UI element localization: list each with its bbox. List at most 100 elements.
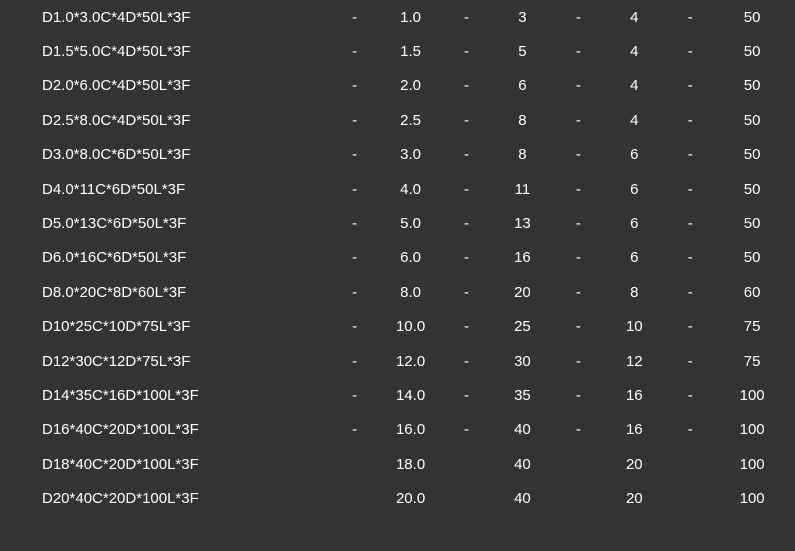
value-d: 50 <box>709 34 795 68</box>
row-label: D18*40C*20D*100L*3F <box>0 447 336 481</box>
value-b: 40 <box>486 413 560 447</box>
table-row: D10*25C*10D*75L*3F-10.0-25-10-75 <box>0 310 795 344</box>
dash-separator: - <box>447 413 485 447</box>
dash-separator <box>447 447 485 481</box>
value-c: 20 <box>597 481 671 515</box>
value-b: 6 <box>486 69 560 103</box>
dash-separator: - <box>336 275 374 309</box>
value-b: 30 <box>486 344 560 378</box>
table-row: D6.0*16C*6D*50L*3F-6.0-16-6-50 <box>0 241 795 275</box>
dash-separator: - <box>336 34 374 68</box>
value-b: 5 <box>486 34 560 68</box>
dash-separator: - <box>447 241 485 275</box>
table-row: D4.0*11C*6D*50L*3F-4.0-11-6-50 <box>0 172 795 206</box>
value-a: 2.0 <box>374 69 448 103</box>
dash-separator: - <box>671 206 709 240</box>
value-c: 20 <box>597 447 671 481</box>
value-b: 3 <box>486 0 560 34</box>
dash-separator: - <box>559 0 597 34</box>
dash-separator: - <box>559 34 597 68</box>
value-b: 40 <box>486 481 560 515</box>
dash-separator: - <box>671 34 709 68</box>
row-label: D2.5*8.0C*4D*50L*3F <box>0 103 336 137</box>
value-a: 1.5 <box>374 34 448 68</box>
dash-separator: - <box>336 310 374 344</box>
value-b: 35 <box>486 378 560 412</box>
value-a: 3.0 <box>374 138 448 172</box>
dash-separator: - <box>336 103 374 137</box>
dash-separator: - <box>336 172 374 206</box>
value-d: 100 <box>709 378 795 412</box>
value-d: 50 <box>709 206 795 240</box>
value-d: 50 <box>709 69 795 103</box>
table-row: D18*40C*20D*100L*3F18.04020100 <box>0 447 795 481</box>
dash-separator: - <box>559 378 597 412</box>
value-b: 40 <box>486 447 560 481</box>
value-d: 75 <box>709 310 795 344</box>
dash-separator: - <box>559 138 597 172</box>
row-label: D4.0*11C*6D*50L*3F <box>0 172 336 206</box>
dash-separator: - <box>447 103 485 137</box>
value-c: 6 <box>597 206 671 240</box>
value-c: 10 <box>597 310 671 344</box>
table-row: D1.5*5.0C*4D*50L*3F-1.5-5-4-50 <box>0 34 795 68</box>
dash-separator: - <box>336 206 374 240</box>
dash-separator: - <box>447 34 485 68</box>
row-label: D6.0*16C*6D*50L*3F <box>0 241 336 275</box>
dash-separator: - <box>671 378 709 412</box>
dash-separator: - <box>559 172 597 206</box>
table-row: D3.0*8.0C*6D*50L*3F-3.0-8-6-50 <box>0 138 795 172</box>
dash-separator: - <box>447 206 485 240</box>
value-a: 10.0 <box>374 310 448 344</box>
value-b: 11 <box>486 172 560 206</box>
dash-separator <box>671 447 709 481</box>
value-d: 50 <box>709 241 795 275</box>
value-d: 60 <box>709 275 795 309</box>
dash-separator: - <box>447 275 485 309</box>
dash-separator: - <box>336 138 374 172</box>
value-c: 6 <box>597 172 671 206</box>
value-c: 4 <box>597 0 671 34</box>
dash-separator: - <box>559 310 597 344</box>
value-c: 4 <box>597 103 671 137</box>
value-d: 50 <box>709 172 795 206</box>
value-d: 75 <box>709 344 795 378</box>
value-a: 4.0 <box>374 172 448 206</box>
dash-separator: - <box>559 344 597 378</box>
value-b: 20 <box>486 275 560 309</box>
dash-separator: - <box>671 344 709 378</box>
dash-separator <box>336 447 374 481</box>
row-label: D5.0*13C*6D*50L*3F <box>0 206 336 240</box>
dash-separator: - <box>671 103 709 137</box>
dash-separator: - <box>447 69 485 103</box>
dash-separator: - <box>336 0 374 34</box>
value-d: 50 <box>709 0 795 34</box>
value-a: 5.0 <box>374 206 448 240</box>
table-row: D2.5*8.0C*4D*50L*3F-2.5-8-4-50 <box>0 103 795 137</box>
dash-separator: - <box>336 69 374 103</box>
table-row: D8.0*20C*8D*60L*3F-8.0-20-8-60 <box>0 275 795 309</box>
value-d: 50 <box>709 138 795 172</box>
dash-separator <box>447 481 485 515</box>
dash-separator <box>559 481 597 515</box>
value-a: 2.5 <box>374 103 448 137</box>
value-c: 4 <box>597 69 671 103</box>
dash-separator: - <box>336 241 374 275</box>
dash-separator <box>671 481 709 515</box>
row-label: D12*30C*12D*75L*3F <box>0 344 336 378</box>
table-row: D12*30C*12D*75L*3F-12.0-30-12-75 <box>0 344 795 378</box>
value-d: 50 <box>709 103 795 137</box>
table-row: D14*35C*16D*100L*3F-14.0-35-16-100 <box>0 378 795 412</box>
value-b: 8 <box>486 103 560 137</box>
dash-separator: - <box>671 0 709 34</box>
value-c: 16 <box>597 413 671 447</box>
value-a: 16.0 <box>374 413 448 447</box>
dash-separator: - <box>447 310 485 344</box>
dash-separator: - <box>336 344 374 378</box>
row-label: D16*40C*20D*100L*3F <box>0 413 336 447</box>
value-c: 16 <box>597 378 671 412</box>
value-a: 1.0 <box>374 0 448 34</box>
value-d: 100 <box>709 413 795 447</box>
table-row: D5.0*13C*6D*50L*3F-5.0-13-6-50 <box>0 206 795 240</box>
value-a: 8.0 <box>374 275 448 309</box>
